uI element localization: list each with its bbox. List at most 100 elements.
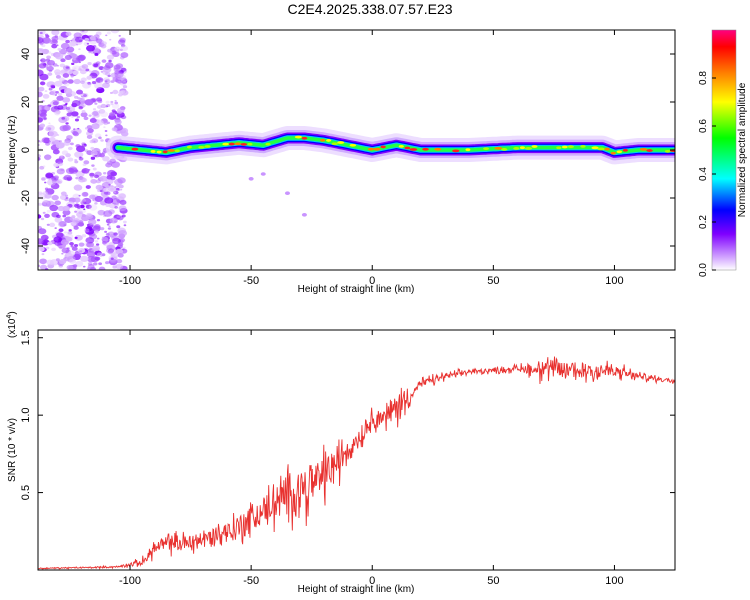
noise-speckle bbox=[56, 134, 60, 136]
noise-speckle bbox=[118, 193, 126, 199]
trace-hotspot bbox=[162, 150, 168, 154]
noise-speckle bbox=[87, 218, 97, 226]
noise-speckle bbox=[59, 48, 68, 55]
noise-speckle bbox=[110, 100, 114, 104]
noise-speckle bbox=[57, 92, 63, 96]
noise-speckle bbox=[39, 123, 46, 128]
noise-speckle bbox=[83, 160, 90, 165]
noise-speckle bbox=[60, 191, 67, 196]
noise-speckle bbox=[69, 242, 74, 246]
noise-speckle bbox=[44, 187, 49, 191]
noise-speckle bbox=[55, 232, 64, 238]
noise-speckle bbox=[75, 176, 79, 180]
noise-speckle bbox=[59, 63, 66, 68]
noise-speckle bbox=[87, 82, 92, 86]
noise-speckle bbox=[108, 249, 117, 256]
noise-speckle bbox=[74, 158, 78, 162]
noise-speckle bbox=[38, 264, 41, 268]
noise-speckle bbox=[38, 48, 46, 55]
noise-speckle bbox=[39, 43, 44, 46]
noise-speckle bbox=[110, 30, 120, 34]
noise-speckle bbox=[55, 158, 64, 165]
noise-speckle bbox=[82, 265, 86, 268]
noise-speckle bbox=[59, 221, 67, 227]
noise-speckle bbox=[110, 72, 119, 79]
noise-speckle bbox=[44, 90, 48, 93]
noise-speckle bbox=[119, 56, 125, 60]
noise-speckle bbox=[76, 89, 83, 95]
noise-speckle bbox=[71, 246, 78, 251]
noise-speckle bbox=[101, 236, 105, 239]
noise-speckle bbox=[40, 217, 45, 221]
noise-speckle bbox=[101, 236, 109, 242]
noise-speckle bbox=[108, 209, 115, 215]
noise-speckle bbox=[106, 54, 115, 60]
noise-speckle bbox=[122, 246, 126, 249]
spectrogram-y-ticks: -40 -20 0 20 40 bbox=[20, 48, 675, 254]
noise-speckle bbox=[58, 155, 65, 160]
noise-speckle bbox=[52, 101, 59, 106]
noise-speckle bbox=[41, 202, 48, 207]
noise-speckle bbox=[80, 112, 88, 118]
noise-speckle bbox=[86, 42, 90, 45]
noise-speckle bbox=[110, 171, 118, 177]
noise-speckle bbox=[38, 63, 47, 69]
noise-speckle bbox=[73, 58, 76, 61]
noise-speckle bbox=[108, 248, 115, 253]
noise-speckle bbox=[39, 73, 49, 81]
noise-speckle bbox=[116, 184, 120, 188]
trace-hotspot bbox=[186, 145, 192, 149]
colorbar-tick-label: 0.8 bbox=[698, 71, 709, 85]
noise-speckle bbox=[119, 80, 127, 86]
trace-hotspot bbox=[422, 147, 429, 151]
noise-speckle bbox=[114, 205, 118, 209]
noise-speckle bbox=[87, 81, 91, 85]
noise-speckle bbox=[121, 44, 126, 48]
noise-speckle bbox=[73, 197, 81, 203]
noise-speckle bbox=[75, 43, 79, 46]
trace-hotspot bbox=[294, 135, 302, 139]
noise-speckle bbox=[114, 70, 120, 75]
snr-series-line bbox=[38, 356, 675, 570]
snr-frame bbox=[37, 329, 676, 571]
stray-speckle bbox=[248, 177, 254, 181]
noise-speckle bbox=[119, 48, 123, 51]
noise-speckle bbox=[111, 161, 120, 168]
x-tick-label: -100 bbox=[119, 275, 141, 287]
noise-speckle bbox=[38, 117, 44, 123]
noise-speckle bbox=[114, 178, 123, 186]
noise-speckle bbox=[107, 227, 112, 230]
spectrogram-y-label: Frequency (Hz) bbox=[7, 116, 18, 185]
noise-speckle bbox=[102, 155, 110, 162]
noise-speckle bbox=[92, 108, 97, 111]
noise-speckle bbox=[90, 146, 95, 150]
y-tick-label: 1.5 bbox=[20, 330, 32, 345]
noise-speckle bbox=[109, 91, 113, 95]
noise-speckle bbox=[86, 241, 95, 248]
noise-speckle bbox=[60, 42, 70, 50]
noise-speckle bbox=[48, 130, 58, 138]
snr-x-label: Height of straight line (km) bbox=[298, 584, 415, 595]
noise-speckle bbox=[53, 162, 60, 168]
noise-speckle bbox=[91, 138, 99, 144]
y-tick-label: -40 bbox=[20, 238, 32, 254]
noise-speckle bbox=[76, 204, 79, 207]
trace-hotspot bbox=[150, 150, 156, 153]
noise-speckle bbox=[38, 214, 42, 219]
noise-speckle bbox=[70, 142, 74, 146]
noise-speckle bbox=[92, 116, 96, 119]
snr-y-label: SNR (10 * v/v) bbox=[7, 418, 18, 482]
noise-speckle bbox=[80, 80, 85, 84]
noise-speckle bbox=[64, 231, 68, 234]
noise-speckle bbox=[50, 141, 55, 145]
noise-speckle bbox=[73, 67, 77, 70]
trace-hotspot bbox=[513, 147, 520, 150]
noise-speckle bbox=[83, 41, 90, 46]
trace-hotspot bbox=[501, 148, 508, 151]
noise-speckle bbox=[86, 134, 93, 139]
noise-speckle bbox=[84, 99, 94, 106]
trace-hotspot bbox=[556, 146, 562, 150]
noise-speckle bbox=[91, 123, 100, 130]
trace-hotspot bbox=[198, 145, 205, 149]
trace-hotspot bbox=[320, 138, 326, 142]
